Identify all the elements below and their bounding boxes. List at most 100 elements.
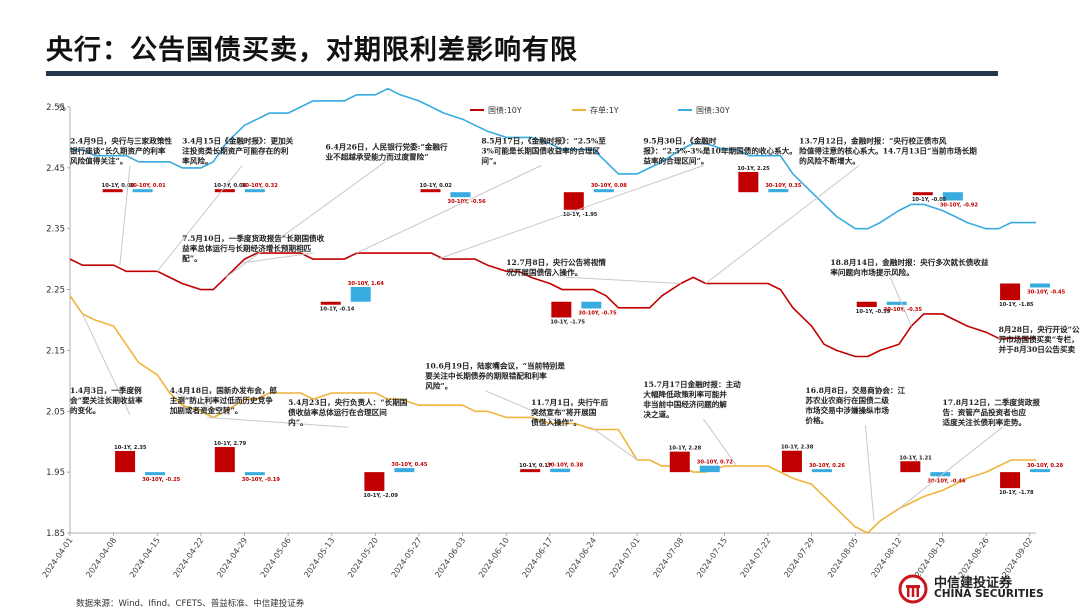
annotation-text: 业不超越承受能力而过度冒险” [326,152,429,162]
annotation-text: 决之道。 [643,409,673,419]
x-tick-label: 2024-06-24 [564,536,598,579]
spread-label-30-10y: 30-10Y, 0.28 [1027,463,1063,469]
annotation-text: 债借入操作”。 [531,417,581,427]
spread-bar-30-10y [699,465,720,473]
series-line [70,87,1036,230]
annotation-leader [590,426,638,461]
spread-label-10-1y: 10-1Y, -1.78 [999,490,1034,496]
legend-label: 存单:1Y [590,105,619,115]
logo-emblem-icon [898,574,928,604]
annotation-text: 债收益率总体运行在合理区间 [288,407,387,417]
chart-legend: 国债:10Y 存单:1Y 国债:30Y [470,105,730,115]
spread-label-30-10y: 30-10Y, 0.32 [242,183,278,189]
x-tick-label: 2024-04-29 [215,536,249,579]
annotation-leader [82,313,131,416]
spread-bar-30-10y [550,468,571,473]
spread-bar-10-1y [420,189,441,193]
annotation-leader [705,165,860,284]
y-tick-label: 1.95 [46,468,65,478]
spread-bar-10-1y [364,472,385,491]
spread-bar-10-1y [115,450,136,473]
x-tick-label: 2024-06-17 [520,536,554,579]
spread-label-10-1y: 10-1Y, 1.21 [899,455,932,461]
annotation-text: 11.7月1日，央行午后 [531,397,608,407]
spread-label-30-10y: 30-10Y, -0.19 [242,477,281,483]
spread-bar-10-1y [856,301,877,308]
x-tick-label: 2024-06-03 [433,536,467,579]
spread-bar-30-10y [244,472,265,476]
annotation-text: 10.6月19日，陆家嘴会议，“当前特别是 [425,361,565,371]
x-tick-label: 2024-07-15 [695,536,729,579]
logo-text-en: CHINA SECURITIES [934,588,1044,600]
x-tick-label: 2024-07-22 [739,536,773,579]
spread-label-30-10y: 30-10Y, -0.35 [884,307,923,313]
annotation-text: 价格。 [805,415,828,425]
annotation-leader [225,161,386,278]
spread-label-30-10y: 30-10Y, 0.08 [591,183,627,189]
annotation-text: 18.8月14日，金融时报：央行多次就长债收益 [830,257,989,267]
y-tick-label: 2.35 [46,225,65,235]
annotation-text: 内”。 [288,417,308,427]
annotation-leader [356,165,542,254]
annotation-text: 率风险。 [182,156,212,166]
spread-bar-30-10y [244,189,265,193]
legend-label: 国债:30Y [696,105,730,115]
y-tick-label: 2.05 [46,407,65,417]
annotation-text: 17.8月12日，二季度货政报 [943,397,1041,407]
annotation-text: 风险”。 [425,381,452,391]
spread-label-10-1y: 10-1Y, -1.75 [550,319,585,325]
annotation-leader [485,390,563,424]
spread-label-10-1y: 10-1Y, 0.06 [214,183,247,189]
annotation-text: 1.4月3日，一季度例 [70,385,142,395]
spread-label-10-1y: 10-1Y, -1.95 [563,212,598,218]
spread-label-30-10y: 30-10Y, 1.64 [348,281,384,287]
annotation-text: 会“要关注长期收益率 [70,395,143,405]
annotation-text: 12.7月8日，央行公告将视情 [506,257,606,267]
spread-label-30-10y: 30-10Y, 0.35 [765,183,801,189]
spread-bar-30-10y [768,189,789,193]
logo-text-cn: 中信建投证券 [934,576,1013,591]
spread-label-10-1y: 10-1Y, -0.05 [912,197,947,203]
spread-bar-30-10y [942,192,963,201]
annotation-text: 6.4月26日，人民银行党委:“金融行 [326,142,448,152]
spread-label-10-1y: 10-1Y, 2.79 [214,441,247,447]
annotation-text: 加剧或者资金空转”。 [169,405,243,415]
x-tick-label: 2024-04-08 [84,536,118,579]
annotation-text: 况开展国债借入操作。 [506,267,582,277]
spread-label-10-1y: 10-1Y, -0.14 [320,307,355,313]
spread-bar-30-10y [1030,283,1051,288]
annotation-text: 险值得注意的核心系大。14.7月13日“当前市场长期 [799,146,977,156]
chart-axes: %2.552.452.352.252.152.051.951.852024-04… [41,103,1036,579]
y-tick-label: 2.15 [46,346,65,356]
legend-label: 国债:10Y [488,105,522,115]
annotation-text: 风险值得关注”。 [70,156,128,166]
spread-bar-30-10y [145,472,166,476]
series-line [69,252,1036,358]
x-tick-label: 2024-05-20 [346,536,380,579]
spread-label-10-1y: 10-1Y, 0.00 [102,183,135,189]
annotation-text: 益率的合理区间”。 [643,156,708,166]
annotation-text: 15.7月17日金融时报：主动 [643,379,741,389]
annotation-text: 主测“防止利率过低而历史竞争 [170,395,273,405]
spread-bar-10-1y [912,192,933,196]
spread-label-30-10y: 30-10Y, -0.45 [1027,290,1066,296]
x-tick-label: 2024-05-13 [302,536,336,579]
title-divider [46,71,998,76]
annotation-leader [889,277,912,327]
spread-label-10-1y: 10-1Y, -0.59 [856,309,891,315]
annotation-text: 8月28日，央行开设“公 [999,324,1080,334]
spread-label-10-1y: 10-1Y, 2.25 [737,166,770,172]
annotation-text: 大幅降低政策利率可能并 [643,389,727,399]
y-axis-unit: % [58,104,66,114]
spread-label-10-1y: 10-1Y, 0.17 [519,463,552,469]
y-tick-label: 2.25 [46,286,65,296]
annotation-text: 苏农业农商行在国债二级 [805,395,889,405]
company-logo: 中信建投证券 CHINA SECURITIES [898,572,1048,606]
annotation-text: 3.4月15日《金融时报》：更加关 [182,136,294,146]
y-tick-label: 1.85 [46,529,65,539]
spread-label-30-10y: 30-10Y, 0.72 [697,460,733,466]
spread-bar-10-1y [214,447,235,473]
annotation-text: 的风险不断增大。 [799,156,860,166]
spread-label-30-10y: 30-10Y, -0.92 [940,202,979,208]
